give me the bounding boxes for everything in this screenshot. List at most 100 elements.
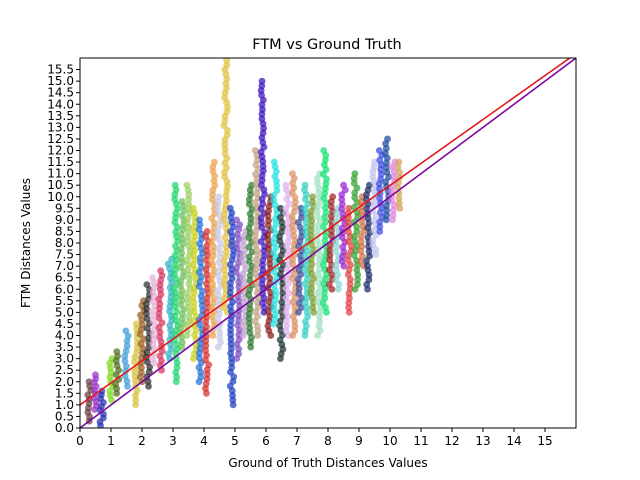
scatter-point [376, 223, 384, 231]
scatter-point [329, 193, 337, 201]
scatter-point [345, 209, 352, 217]
y-tick-label: 9.5 [55, 201, 74, 215]
x-tick-label: 0 [76, 434, 84, 448]
scatter-point [121, 357, 129, 365]
scatter-point [389, 211, 397, 219]
scatter-point [171, 181, 179, 189]
y-tick-label: 8.5 [55, 224, 74, 238]
scatter-point [384, 135, 391, 143]
y-tick-label: 7.0 [55, 259, 74, 273]
scatter-point [131, 372, 139, 380]
y-tick-label: 12.0 [47, 144, 74, 158]
y-tick-label: 8.0 [55, 236, 74, 250]
x-tick-label: 2 [138, 434, 146, 448]
scatter-point [273, 182, 281, 190]
y-tick-label: 14.0 [47, 97, 74, 111]
scatter-point [327, 203, 335, 210]
y-axis-label: FTM Distances Values [19, 178, 33, 308]
scatter-point [308, 284, 316, 292]
fit-line [80, 58, 571, 406]
scatter-point [157, 267, 165, 275]
y-tick-label: 11.5 [47, 155, 74, 169]
scatter-point [338, 196, 346, 203]
x-tick-label: 9 [355, 434, 363, 448]
scatter-point [164, 260, 172, 268]
scatter-point [273, 187, 281, 195]
scatter-point [132, 396, 140, 404]
scatter-point [203, 228, 211, 235]
y-tick-label: 4.5 [55, 317, 74, 331]
scatter-point [210, 158, 218, 166]
scatter-point [92, 371, 99, 379]
scatter-point [291, 327, 299, 335]
scatter-point [326, 256, 334, 264]
scatter-point [395, 199, 403, 207]
scatter-point [143, 281, 151, 289]
scatter-point [301, 181, 309, 189]
scatter-point [143, 310, 150, 318]
scatter-point [372, 251, 380, 258]
scatter-point [185, 228, 193, 236]
scatter-point [203, 370, 211, 378]
scatter-point [344, 256, 352, 264]
scatter-point [220, 304, 228, 312]
scatter-point [226, 204, 234, 212]
scatter-point [309, 193, 316, 201]
scatter-point [345, 304, 353, 312]
scatter-point [258, 176, 266, 184]
x-tick-label: 6 [262, 434, 270, 448]
scatter-point [282, 205, 290, 213]
scatter-point [245, 319, 253, 327]
scatter-point [289, 170, 296, 178]
scatter-point [282, 209, 290, 217]
scatter-point [223, 126, 231, 134]
scatter-point [270, 196, 278, 204]
x-tick-label: 11 [413, 434, 428, 448]
scatter-point [326, 251, 334, 259]
x-axis: 0 1 2 3 4 5 6 7 8 9 10 11 12 13 14 15 [76, 428, 553, 448]
scatter-point [395, 158, 403, 166]
y-tick-label: 6.5 [55, 271, 74, 285]
scatter-point [313, 213, 321, 220]
scatter-layer [84, 58, 404, 428]
scatter-point [354, 281, 361, 288]
scatter-point [197, 373, 205, 381]
scatter-point [396, 204, 404, 212]
scatter-point [376, 228, 384, 235]
scatter-point [223, 58, 231, 64]
scatter-point [388, 197, 396, 205]
scatter-point [369, 241, 377, 249]
scatter-point [239, 322, 247, 330]
y-tick-label: 10.5 [47, 178, 74, 192]
scatter-point [145, 368, 153, 376]
scatter-point [338, 191, 346, 199]
scatter-point [395, 194, 403, 202]
scatter-point [203, 375, 211, 383]
scatter-point [113, 348, 121, 356]
scatter-point [216, 334, 224, 342]
scatter-point [122, 347, 130, 355]
scatter-point [246, 277, 254, 284]
chart-title: FTM vs Ground Truth [252, 37, 402, 53]
scatter-point [227, 340, 235, 348]
y-tick-label: 13.0 [47, 120, 74, 134]
scatter-point [351, 194, 359, 202]
scatter-point [307, 227, 315, 234]
x-tick-label: 1 [107, 434, 115, 448]
scatter-point [351, 218, 358, 226]
x-tick-label: 4 [200, 434, 208, 448]
scatter-point [132, 320, 140, 328]
scatter-point [251, 147, 259, 154]
scatter-point [140, 335, 148, 343]
scatter-point [270, 158, 278, 166]
scatter-point [371, 158, 378, 166]
x-tick-label: 10 [382, 434, 397, 448]
scatter-point [196, 354, 203, 362]
scatter-point [313, 179, 321, 187]
scatter-point [143, 305, 151, 313]
scatter-point [196, 216, 203, 224]
scatter-point [124, 382, 131, 390]
scatter-point [383, 206, 391, 214]
scatter-point [320, 147, 328, 154]
